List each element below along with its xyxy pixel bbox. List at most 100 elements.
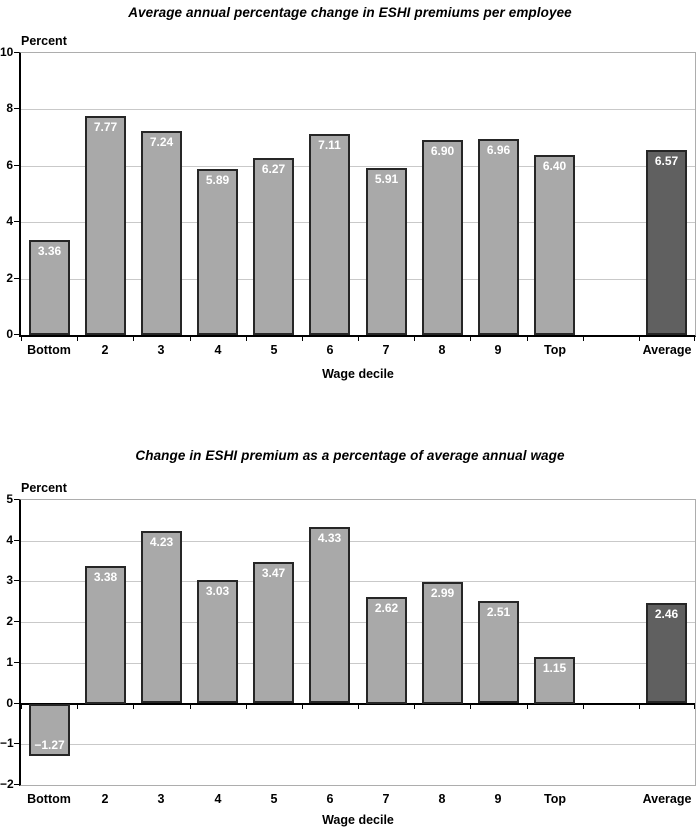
x-category-label: Top	[544, 792, 566, 806]
bar-value-label: 4.33	[317, 531, 342, 545]
gridline	[21, 744, 695, 745]
y-axis-unit-label: Percent	[21, 34, 67, 48]
x-tick-mark	[583, 705, 584, 709]
x-category-label: 2	[101, 343, 109, 357]
bar-2: 3.38	[85, 566, 126, 704]
bar-4: 3.03	[197, 580, 238, 703]
y-tick-mark	[14, 334, 19, 335]
x-category-label: 8	[438, 792, 446, 806]
y-tick-label: 4	[6, 214, 13, 228]
bar-9: 2.51	[478, 601, 519, 703]
y-tick-mark	[14, 580, 19, 581]
bar-9: 6.96	[478, 139, 519, 335]
x-tick-mark	[133, 337, 134, 341]
bar-top: 1.15	[534, 657, 575, 704]
gridline	[21, 279, 695, 280]
y-tick-mark	[14, 743, 19, 744]
bar-value-label: 2.51	[486, 605, 511, 619]
x-tick-mark	[639, 337, 640, 341]
bar-value-label: −1.27	[34, 738, 65, 752]
x-tick-mark	[639, 705, 640, 709]
x-tick-mark	[21, 705, 22, 709]
x-tick-mark	[583, 337, 584, 341]
bar-8: 2.99	[422, 582, 463, 704]
bar-value-label: 3.38	[93, 570, 118, 584]
x-category-label: Bottom	[27, 343, 71, 357]
x-category-label: 8	[438, 343, 446, 357]
x-category-label: Top	[544, 343, 566, 357]
bar-average: 6.57	[646, 150, 687, 335]
x-tick-mark	[246, 337, 247, 341]
x-tick-mark	[694, 337, 695, 341]
bar-value-label: 1.15	[542, 661, 567, 675]
x-tick-mark	[21, 337, 22, 341]
y-tick-label: 10	[0, 45, 14, 59]
plot-area-wage-share: −1.27 3.38 4.23 3.03 3.47 4.33 2.62 2.99 2.51 1.1…	[19, 499, 696, 786]
x-tick-mark	[527, 337, 528, 341]
y-tick-label: 3	[6, 573, 13, 587]
x-category-label: Bottom	[27, 792, 71, 806]
x-axis-title: Wage decile	[322, 367, 394, 381]
bar-value-label: 6.40	[542, 159, 567, 173]
bar-value-label: 5.91	[374, 172, 399, 186]
bar-value-label: 2.99	[430, 586, 455, 600]
bar-value-label: 3.03	[205, 584, 230, 598]
x-tick-mark	[470, 705, 471, 709]
bar-value-label: 2.62	[374, 601, 399, 615]
y-tick-label: 0	[6, 327, 13, 341]
gridline	[21, 541, 695, 542]
bar-value-label: 7.24	[149, 135, 174, 149]
y-tick-label: −1	[0, 736, 14, 750]
y-tick-label: 1	[6, 655, 13, 669]
bar-5: 6.27	[253, 158, 294, 335]
bar-5: 3.47	[253, 562, 294, 703]
bar-6: 4.33	[309, 527, 350, 703]
x-tick-mark	[77, 337, 78, 341]
x-tick-mark	[358, 705, 359, 709]
y-tick-mark	[14, 108, 19, 109]
x-category-label: 5	[270, 343, 278, 357]
y-tick-mark	[14, 499, 19, 500]
x-tick-mark	[246, 705, 247, 709]
bar-top: 6.40	[534, 155, 575, 335]
x-tick-mark	[414, 705, 415, 709]
x-category-label: 9	[494, 792, 502, 806]
bar-value-label: 6.90	[430, 144, 455, 158]
y-tick-label: 2	[6, 271, 13, 285]
bar-value-label: 2.46	[654, 607, 679, 621]
bar-value-label: 6.57	[654, 154, 679, 168]
y-tick-mark	[14, 784, 19, 785]
x-category-label: 3	[157, 343, 165, 357]
x-tick-mark	[302, 705, 303, 709]
y-tick-mark	[14, 662, 19, 663]
bar-average: 2.46	[646, 603, 687, 703]
bar-bottom: −1.27	[29, 704, 70, 756]
bar-value-label: 3.47	[261, 566, 286, 580]
x-category-label: 6	[326, 343, 334, 357]
x-axis-title: Wage decile	[322, 813, 394, 827]
x-category-label: 3	[157, 792, 165, 806]
x-category-label: Average	[642, 343, 692, 357]
y-tick-label: 4	[6, 533, 13, 547]
bar-value-label: 6.96	[486, 143, 511, 157]
bar-2: 7.77	[85, 116, 126, 335]
bar-value-label: 5.89	[205, 173, 230, 187]
y-tick-label: 2	[6, 614, 13, 628]
bar-4: 5.89	[197, 169, 238, 335]
y-tick-mark	[14, 165, 19, 166]
bar-value-label: 6.27	[261, 162, 286, 176]
zero-axis-line	[21, 703, 695, 705]
x-category-label: 9	[494, 343, 502, 357]
bar-value-label: 4.23	[149, 535, 174, 549]
bar-value-label: 7.77	[93, 120, 118, 134]
y-axis-unit-label: Percent	[21, 481, 67, 495]
x-category-label: Average	[642, 792, 692, 806]
x-tick-mark	[470, 337, 471, 341]
gridline	[21, 166, 695, 167]
x-tick-mark	[77, 705, 78, 709]
y-tick-label: 0	[6, 696, 13, 710]
y-tick-label: 8	[6, 101, 13, 115]
y-tick-label: 6	[6, 158, 13, 172]
bar-6: 7.11	[309, 134, 350, 335]
